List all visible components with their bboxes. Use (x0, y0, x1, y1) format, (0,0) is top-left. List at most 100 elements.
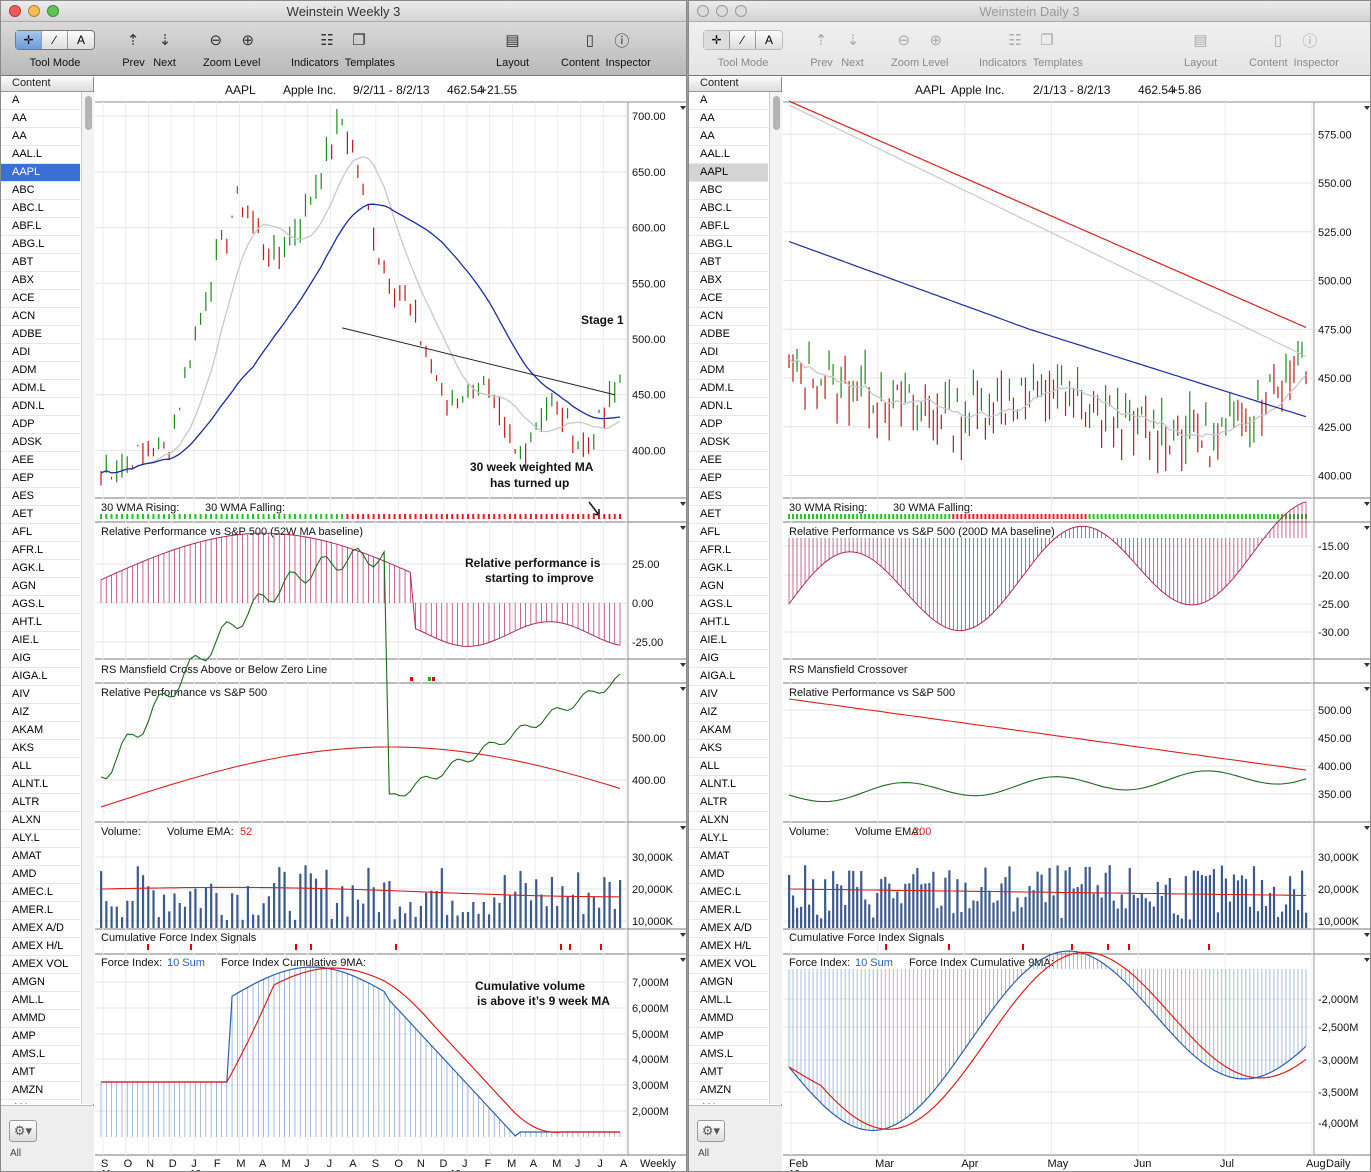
symbol-list-item[interactable]: AMEX A/D (689, 920, 768, 938)
symbol-list-item[interactable]: AA (689, 110, 768, 128)
scroll-thumb[interactable] (773, 96, 780, 130)
sidebar-scrollbar[interactable] (81, 92, 94, 1104)
sidebar-scrollbar[interactable] (769, 92, 782, 1104)
symbol-list-item[interactable]: AIE.L (1, 632, 80, 650)
symbol-list-item[interactable]: AEE (1, 452, 80, 470)
symbol-list-item[interactable]: AGS.L (689, 596, 768, 614)
symbol-list-item[interactable]: AFR.L (1, 542, 80, 560)
symbol-list-item[interactable]: ACE (689, 290, 768, 308)
inspector-button[interactable]: Inspector (1293, 57, 1339, 69)
symbol-list-item[interactable]: ADI (1, 344, 80, 362)
content-icon[interactable]: ▯ (585, 32, 595, 49)
text-tool-icon[interactable]: A (764, 33, 773, 47)
symbol-list-item[interactable]: AMS.L (1, 1046, 80, 1064)
symbol-list-item[interactable]: ADM (689, 362, 768, 380)
templates-button[interactable]: Templates (1032, 57, 1083, 69)
content-button[interactable]: Content (1249, 57, 1288, 69)
symbol-list-item[interactable]: ALY.L (689, 830, 768, 848)
symbol-list-item[interactable]: AA (1, 110, 80, 128)
symbol-list-item[interactable]: ALNT.L (1, 776, 80, 794)
layout-icon[interactable]: ▤ (1193, 32, 1208, 49)
symbol-list-item[interactable]: AKAM (689, 722, 768, 740)
symbol-list-item[interactable]: AML.L (1, 992, 80, 1010)
symbol-list-item[interactable]: ADI (689, 344, 768, 362)
symbol-list-item[interactable]: ADP (689, 416, 768, 434)
crosshair-tool-icon[interactable]: ✛ (16, 31, 42, 49)
symbol-list-item[interactable]: ALL (689, 758, 768, 776)
symbol-list-item[interactable]: AGK.L (689, 560, 768, 578)
indicators-button[interactable]: Indicators (979, 57, 1027, 69)
zoom-button[interactable] (47, 5, 59, 17)
symbol-list-item[interactable]: AMP (1, 1028, 80, 1046)
symbol-list-item[interactable]: AMS.L (689, 1046, 768, 1064)
symbol-list-item[interactable]: AMMD (689, 1010, 768, 1028)
symbol-list-item[interactable]: AIE.L (689, 632, 768, 650)
prev-button[interactable]: Prev (810, 57, 833, 69)
symbol-list-item[interactable]: ADSK (1, 434, 80, 452)
symbol-list-item[interactable]: AAL.L (1, 146, 80, 164)
inspector-icon[interactable]: ⓘ (1302, 32, 1318, 50)
line-tool-icon[interactable]: ∕ (42, 31, 68, 49)
layout-button[interactable]: Layout (1184, 57, 1218, 69)
symbol-list-item[interactable]: AMGN (1, 974, 80, 992)
tool-mode-control[interactable]: ✛ ∕ A (703, 30, 783, 50)
symbol-list-item[interactable]: ABT (1, 254, 80, 272)
symbol-list-item[interactable]: ACE (1, 290, 80, 308)
gear-icon[interactable]: ⚙▾ (697, 1120, 725, 1142)
symbol-list-item[interactable]: AMP (689, 1028, 768, 1046)
symbol-list-item[interactable]: AMEX H/L (689, 938, 768, 956)
symbol-list-item[interactable]: AMAT (1, 848, 80, 866)
symbol-list-item[interactable]: AA (689, 128, 768, 146)
indicators-button[interactable]: Indicators (291, 57, 339, 69)
symbol-list-item[interactable]: ALXN (689, 812, 768, 830)
symbol-list-item[interactable]: AIZ (689, 704, 768, 722)
zoom-in-icon[interactable]: ⊕ (241, 32, 255, 49)
crosshair-tool-icon[interactable]: ✛ (704, 31, 730, 49)
symbol-list-item[interactable]: AIG (1, 650, 80, 668)
prev-arrow-icon[interactable]: ⇡ (126, 32, 140, 49)
symbol-list-item[interactable]: ACN (1, 308, 80, 326)
symbol-list-item[interactable]: A (689, 92, 768, 110)
symbol-list-item[interactable]: A (1, 92, 80, 110)
symbol-list-item[interactable]: ALXN (1, 812, 80, 830)
tool-mode-control[interactable]: ✛ ∕ A (15, 30, 95, 50)
zoom-level-label[interactable]: Zoom Level (891, 57, 949, 69)
symbol-list-item[interactable]: AEE (689, 452, 768, 470)
symbol-list-item[interactable]: AKAM (1, 722, 80, 740)
symbol-list-item[interactable]: AGS.L (1, 596, 80, 614)
symbol-list-item[interactable]: AMEX A/D (1, 920, 80, 938)
symbol-list-item[interactable]: AGN (1, 578, 80, 596)
symbol-list-item[interactable]: ADSK (689, 434, 768, 452)
symbol-list-item[interactable]: AEP (689, 470, 768, 488)
symbol-list-item[interactable]: AAL.L (689, 146, 768, 164)
symbol-list-item[interactable]: AIGA.L (689, 668, 768, 686)
symbol-list-item[interactable]: ALTR (689, 794, 768, 812)
gear-icon[interactable]: ⚙▾ (9, 1120, 37, 1142)
symbol-list-item[interactable]: ALY.L (1, 830, 80, 848)
symbol-list-item[interactable]: ADM.L (1, 380, 80, 398)
next-arrow-icon[interactable]: ⇣ (846, 32, 860, 49)
symbol-list-item[interactable]: AIG (689, 650, 768, 668)
symbol-list-item[interactable]: AMER.L (1, 902, 80, 920)
symbol-list-item[interactable]: ALNT.L (689, 776, 768, 794)
close-button[interactable] (9, 5, 21, 17)
symbol-list-item[interactable]: ADM.L (689, 380, 768, 398)
symbol-list-item[interactable]: ABC (1, 182, 80, 200)
symbol-list-item[interactable]: ADN.L (689, 398, 768, 416)
symbol-list-item[interactable]: ADBE (689, 326, 768, 344)
symbol-list-item[interactable]: AIV (689, 686, 768, 704)
symbol-list-item[interactable]: AIV (1, 686, 80, 704)
symbol-list-item[interactable]: AMEX VOL (1, 956, 80, 974)
symbol-list-item[interactable]: AIZ (1, 704, 80, 722)
zoom-in-icon[interactable]: ⊕ (929, 32, 943, 49)
symbol-list-item[interactable]: AEP (1, 470, 80, 488)
symbol-list-item[interactable]: AMD (1, 866, 80, 884)
minimize-button[interactable] (28, 5, 40, 17)
symbol-list-item[interactable]: ABG.L (689, 236, 768, 254)
symbol-list-item[interactable]: ABG.L (1, 236, 80, 254)
templates-button[interactable]: Templates (344, 57, 395, 69)
minimize-button[interactable] (716, 5, 728, 17)
symbol-list-item[interactable]: ABF.L (689, 218, 768, 236)
symbol-list-item[interactable]: ALL (1, 758, 80, 776)
prev-arrow-icon[interactable]: ⇡ (814, 32, 828, 49)
